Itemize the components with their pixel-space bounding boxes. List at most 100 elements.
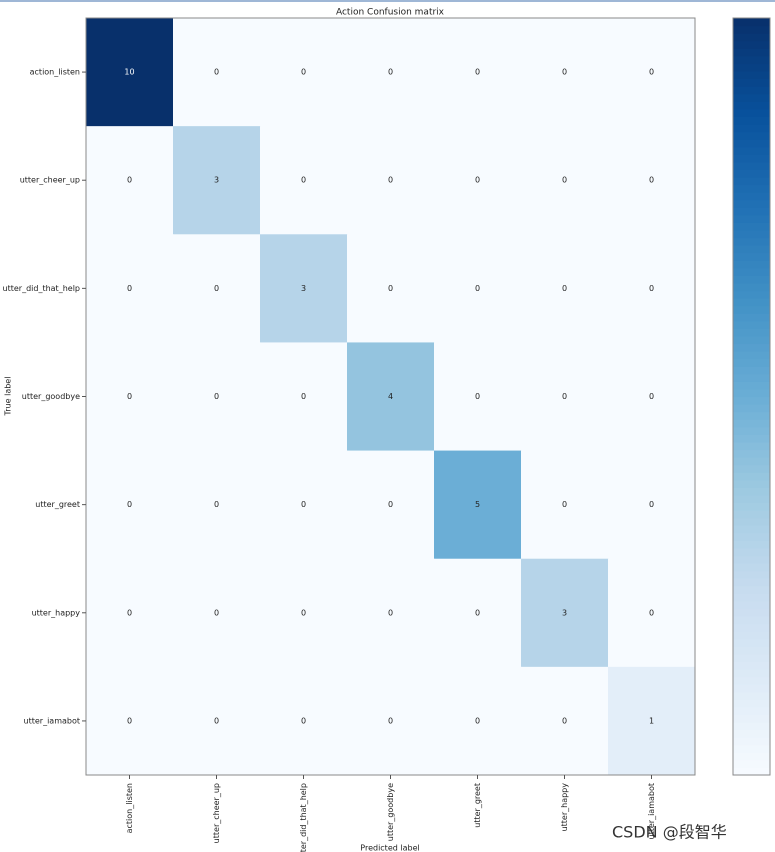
colorbar-segment	[733, 267, 770, 276]
colorbar-segment	[733, 192, 770, 201]
colorbar-segment	[733, 139, 770, 148]
cell-label: 0	[214, 68, 219, 77]
cell	[86, 342, 174, 452]
colorbar-segment	[733, 563, 770, 572]
cell-label: 0	[388, 68, 393, 77]
colorbar-segment	[733, 154, 770, 163]
cell-label: 0	[214, 392, 219, 401]
colorbar-segment	[733, 282, 770, 292]
cell-label: 0	[214, 284, 219, 293]
colorbar-segment	[733, 146, 770, 155]
colorbar-segment	[733, 706, 770, 716]
cell-label: 0	[475, 284, 480, 293]
cell	[86, 558, 174, 668]
colorbar-segment	[733, 759, 770, 769]
cell	[347, 18, 435, 127]
colorbar-segment	[733, 78, 770, 87]
colorbar-segment	[733, 714, 770, 723]
colorbar-segment	[733, 434, 770, 443]
colorbar-segment	[733, 479, 770, 488]
cell-label: 3	[301, 284, 306, 293]
colorbar-segment	[733, 184, 770, 193]
colorbar-segment	[733, 207, 770, 216]
y-tick-label: utter_happy	[32, 608, 81, 617]
cell-label: 0	[127, 284, 132, 293]
colorbar-segment	[733, 517, 770, 526]
cell	[521, 666, 609, 776]
colorbar-segment	[733, 335, 770, 345]
colorbar-segment	[733, 245, 770, 254]
colorbar-segment	[733, 290, 770, 299]
cell-label: 0	[475, 392, 480, 401]
colorbar-frame	[732, 17, 771, 776]
cell	[434, 18, 522, 127]
colorbar-segment	[733, 222, 770, 231]
cell-label: 0	[127, 176, 132, 185]
cell	[173, 342, 261, 452]
cell-label: 0	[127, 608, 132, 617]
cell-label: 0	[562, 500, 567, 509]
colorbar-segment	[733, 532, 770, 541]
cell-label: 0	[301, 176, 306, 185]
cell	[434, 126, 522, 235]
cell-label: 0	[127, 392, 132, 401]
window-edge	[0, 0, 775, 2]
colorbar-segment	[733, 722, 770, 731]
cell-label: 0	[475, 68, 480, 77]
colorbar-segment	[733, 578, 770, 587]
cell-label: 0	[649, 392, 654, 401]
colorbar-segment	[733, 653, 770, 663]
colorbar-segment	[733, 176, 770, 186]
cell-label: 0	[127, 716, 132, 725]
colorbar-segment	[733, 525, 770, 534]
colorbar-segment	[733, 540, 770, 549]
watermark: CSDN @段智华	[612, 823, 727, 842]
y-tick-label: utter_greet	[35, 500, 80, 509]
colorbar-segment	[733, 40, 770, 49]
cell-label: 0	[301, 500, 306, 509]
colorbar-segment	[733, 676, 770, 685]
cell	[173, 450, 261, 560]
colorbar-segment	[733, 547, 770, 557]
cell	[260, 558, 348, 668]
colorbar-segment	[733, 55, 770, 65]
cell	[434, 342, 522, 452]
colorbar-segment	[733, 18, 770, 27]
cell	[86, 126, 174, 235]
colorbar-segment	[733, 343, 770, 352]
x-tick-label: utter_greet	[473, 783, 482, 828]
cell	[347, 126, 435, 235]
cell-label: 0	[388, 176, 393, 185]
cell-label: 0	[562, 716, 567, 725]
colorbar-segment	[733, 600, 770, 610]
colorbar-segment	[733, 510, 770, 519]
colorbar-segment	[733, 351, 770, 360]
colorbar-segment	[733, 661, 770, 670]
cell-label: 0	[301, 608, 306, 617]
cell	[86, 450, 174, 560]
cell-label: 0	[562, 68, 567, 77]
cell	[86, 234, 174, 343]
cell-label: 0	[649, 500, 654, 509]
colorbar-segment	[733, 161, 770, 170]
colorbar-segment	[733, 358, 770, 367]
colorbar-segment	[733, 298, 770, 307]
cell-label: 0	[301, 716, 306, 725]
cell-label: 0	[388, 500, 393, 509]
colorbar-segment	[733, 570, 770, 579]
cell	[86, 666, 174, 776]
colorbar-segment	[733, 555, 770, 564]
colorbar-segment	[733, 116, 770, 125]
colorbar-segment	[733, 441, 770, 451]
cell-label: 0	[562, 284, 567, 293]
colorbar-segment	[733, 684, 770, 693]
cell-label: 0	[649, 176, 654, 185]
cell-label: 0	[214, 716, 219, 725]
x-tick-label: utter_did_that_help	[299, 783, 308, 852]
colorbar-segment	[733, 494, 770, 504]
colorbar-segment	[733, 616, 770, 625]
x-tick-label: utter_iamabot	[647, 783, 656, 839]
cell-label: 0	[562, 392, 567, 401]
colorbar-segment	[733, 169, 770, 178]
cell	[608, 450, 696, 560]
